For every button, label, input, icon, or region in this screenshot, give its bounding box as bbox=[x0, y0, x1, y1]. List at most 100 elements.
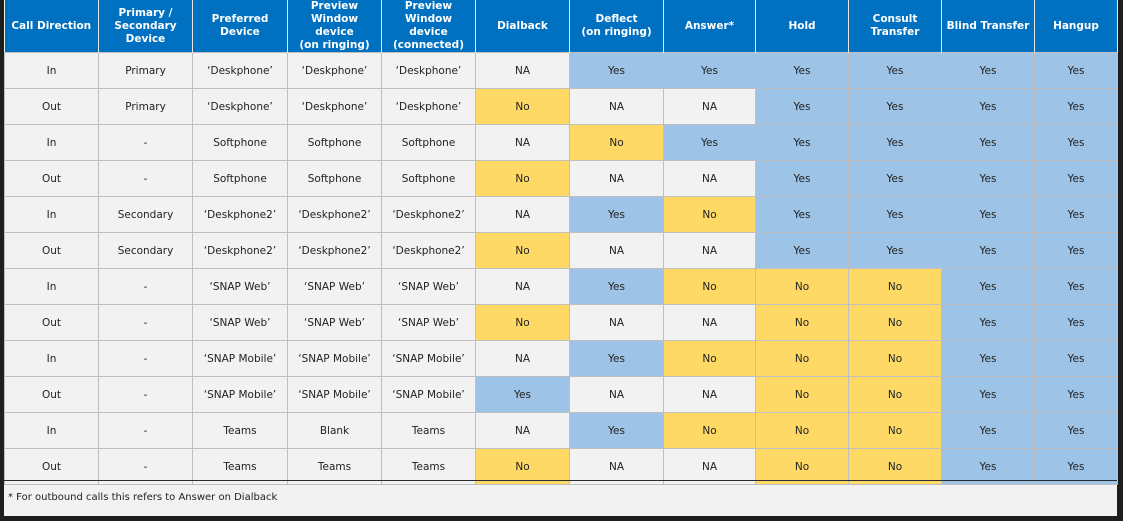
table-cell-hold: Yes bbox=[755, 52, 849, 89]
table-cell-hold: No bbox=[755, 304, 849, 341]
table-cell-dialback: No bbox=[475, 232, 570, 269]
table-cell-call-direction: In bbox=[4, 340, 99, 377]
table-cell-blind-transfer: Yes bbox=[941, 232, 1035, 269]
table-cell-hold: No bbox=[755, 412, 849, 449]
table-cell-answer: NA bbox=[663, 160, 756, 197]
table-cell-preferred-device: ‘Deskphone2’ bbox=[192, 232, 288, 269]
table-cell-blind-transfer: Yes bbox=[941, 448, 1035, 485]
table-cell-consult-transfer: No bbox=[848, 340, 942, 377]
table-cell-hangup: Yes bbox=[1034, 52, 1118, 89]
table-cell-call-direction: In bbox=[4, 124, 99, 161]
table-cell-call-direction: Out bbox=[4, 304, 99, 341]
table-row: In Primary ‘Deskphone’ ‘Deskphone’ ‘Deskphon… bbox=[4, 52, 1118, 89]
table-cell-call-direction: Out bbox=[4, 448, 99, 485]
table-cell-hold: Yes bbox=[755, 232, 849, 269]
column-header-hangup: Hangup bbox=[1034, 0, 1118, 53]
table-cell-preferred-device: ‘SNAP Mobile’ bbox=[192, 340, 288, 377]
table-cell-call-direction: Out bbox=[4, 232, 99, 269]
column-header-blind-transfer: Blind Transfer bbox=[941, 0, 1035, 53]
table-cell-hold: No bbox=[755, 340, 849, 377]
table-cell-primary-secondary-device: - bbox=[98, 376, 193, 413]
table-cell-preview-window-ringing: Teams bbox=[287, 448, 382, 485]
table-cell-preview-window-connected: ‘Deskphone2’ bbox=[381, 196, 476, 233]
table-cell-primary-secondary-device: Primary bbox=[98, 52, 193, 89]
column-header-line: device bbox=[409, 26, 448, 38]
column-header-line: Deflect bbox=[595, 13, 638, 25]
table-cell-deflect: NA bbox=[569, 232, 664, 269]
table-cell-deflect: Yes bbox=[569, 412, 664, 449]
table-cell-primary-secondary-device: Secondary bbox=[98, 232, 193, 269]
column-header-line: Answer* bbox=[684, 19, 735, 32]
table-cell-primary-secondary-device: - bbox=[98, 412, 193, 449]
table-cell-preview-window-ringing: ‘SNAP Mobile’ bbox=[287, 340, 382, 377]
table-cell-answer: Yes bbox=[663, 124, 756, 161]
table-cell-preferred-device: Teams bbox=[192, 448, 288, 485]
table-cell-preview-window-connected: ‘SNAP Web’ bbox=[381, 268, 476, 305]
table-cell-primary-secondary-device: - bbox=[98, 124, 193, 161]
table-cell-primary-secondary-device: - bbox=[98, 304, 193, 341]
table-cell-hangup: Yes bbox=[1034, 268, 1118, 305]
table-cell-deflect: NA bbox=[569, 88, 664, 125]
table-cell-consult-transfer: No bbox=[848, 412, 942, 449]
column-header-dialback: Dialback bbox=[475, 0, 570, 53]
table-cell-blind-transfer: Yes bbox=[941, 268, 1035, 305]
table-cell-preview-window-ringing: Blank bbox=[287, 412, 382, 449]
table-cell-deflect: NA bbox=[569, 160, 664, 197]
table-cell-preferred-device: ‘SNAP Web’ bbox=[192, 268, 288, 305]
column-header-line: Call Direction bbox=[11, 19, 92, 32]
table-cell-deflect: No bbox=[569, 124, 664, 161]
table-cell-call-direction: Out bbox=[4, 160, 99, 197]
table-cell-hangup: Yes bbox=[1034, 448, 1118, 485]
table-cell-dialback: No bbox=[475, 160, 570, 197]
table-row: In - ‘SNAP Web’ ‘SNAP Web’ ‘SNAP Web’ NA Yes No… bbox=[4, 268, 1118, 305]
table-cell-primary-secondary-device: Secondary bbox=[98, 196, 193, 233]
table-cell-blind-transfer: Yes bbox=[941, 376, 1035, 413]
table-cell-hold: Yes bbox=[755, 124, 849, 161]
table-cell-call-direction: In bbox=[4, 52, 99, 89]
table-cell-preferred-device: ‘Deskphone2’ bbox=[192, 196, 288, 233]
table-cell-dialback: Yes bbox=[475, 376, 570, 413]
table-cell-primary-secondary-device: - bbox=[98, 160, 193, 197]
table-cell-consult-transfer: Yes bbox=[848, 52, 942, 89]
table-cell-blind-transfer: Yes bbox=[941, 196, 1035, 233]
column-header-line: Primary / bbox=[118, 6, 173, 19]
column-header-line: Preview Window bbox=[310, 0, 359, 25]
table-cell-preview-window-connected: Teams bbox=[381, 448, 476, 485]
table-cell-dialback: NA bbox=[475, 268, 570, 305]
table-cell-hold: No bbox=[755, 448, 849, 485]
table-cell-deflect: NA bbox=[569, 304, 664, 341]
table-cell-call-direction: Out bbox=[4, 376, 99, 413]
table-row: Out Secondary ‘Deskphone2’ ‘Deskphone2’ ‘Des… bbox=[4, 232, 1118, 269]
column-header-line: device bbox=[315, 26, 354, 38]
column-header-line: Dialback bbox=[497, 19, 548, 32]
table-cell-consult-transfer: Yes bbox=[848, 124, 942, 161]
table-cell-blind-transfer: Yes bbox=[941, 304, 1035, 341]
table-cell-dialback: No bbox=[475, 304, 570, 341]
table-cell-hangup: Yes bbox=[1034, 196, 1118, 233]
table-cell-answer: NA bbox=[663, 448, 756, 485]
table-cell-dialback: NA bbox=[475, 52, 570, 89]
table-row: Out - ‘SNAP Mobile’ ‘SNAP Mobile’ ‘SNAP Mobi… bbox=[4, 376, 1118, 413]
table-cell-consult-transfer: No bbox=[848, 448, 942, 485]
column-header-preferred-device: Preferred Device bbox=[192, 0, 288, 53]
table-cell-deflect: NA bbox=[569, 376, 664, 413]
table-cell-dialback: NA bbox=[475, 124, 570, 161]
table-cell-preview-window-connected: ‘SNAP Mobile’ bbox=[381, 340, 476, 377]
table-cell-hangup: Yes bbox=[1034, 232, 1118, 269]
table-row: In - Softphone Softphone Softphone NA No Yes Yes… bbox=[4, 124, 1118, 161]
table-cell-hold: Yes bbox=[755, 160, 849, 197]
table-cell-answer: No bbox=[663, 340, 756, 377]
table-cell-preview-window-ringing: ‘Deskphone2’ bbox=[287, 196, 382, 233]
column-header-line: (on ringing) bbox=[299, 39, 370, 51]
table-cell-deflect: Yes bbox=[569, 52, 664, 89]
table-cell-consult-transfer: No bbox=[848, 376, 942, 413]
capability-table-panel: Call Direction Primary / Secondary Device Pr… bbox=[4, 0, 1118, 516]
table-body: In Primary ‘Deskphone’ ‘Deskphone’ ‘Deskphon… bbox=[4, 52, 1118, 485]
column-header-line: Device bbox=[125, 32, 166, 45]
table-cell-dialback: No bbox=[475, 88, 570, 125]
table-cell-preferred-device: Teams bbox=[192, 412, 288, 449]
table-row: In - ‘SNAP Mobile’ ‘SNAP Mobile’ ‘SNAP Mobil… bbox=[4, 340, 1118, 377]
table-row: In - Teams Blank Teams NA Yes No No No Yes Yes bbox=[4, 412, 1118, 449]
table-cell-preferred-device: Softphone bbox=[192, 160, 288, 197]
table-cell-primary-secondary-device: Primary bbox=[98, 88, 193, 125]
